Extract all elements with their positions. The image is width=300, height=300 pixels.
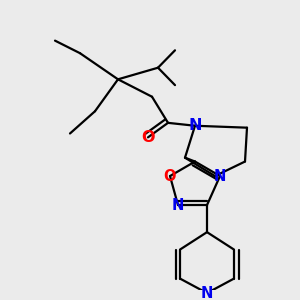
Text: N: N (188, 118, 202, 133)
Text: N: N (201, 286, 213, 300)
Text: O: O (141, 130, 155, 145)
Text: N: N (172, 198, 184, 213)
Text: N: N (214, 169, 226, 184)
Text: O: O (164, 169, 176, 184)
